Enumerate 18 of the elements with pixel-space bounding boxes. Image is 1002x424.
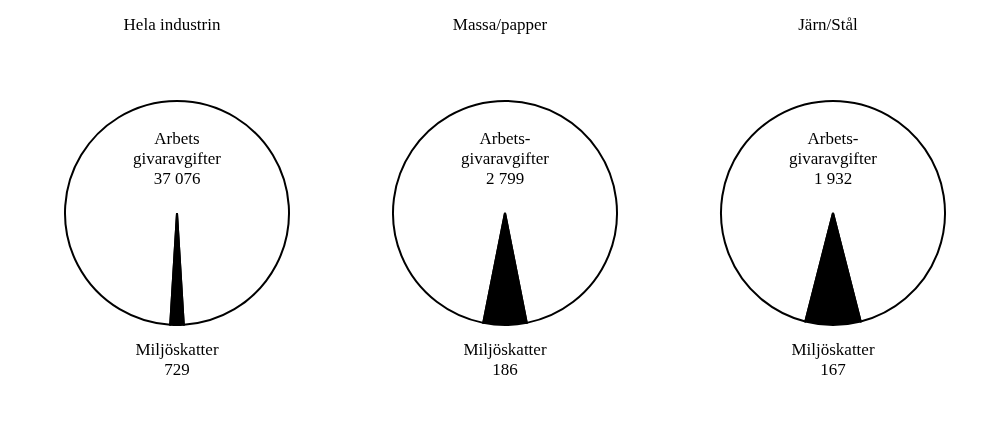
pie-slice <box>392 100 618 324</box>
data-label: 2 799 <box>485 168 525 188</box>
slice-label: Miljöskatter <box>791 340 875 359</box>
pie-slice <box>64 100 290 326</box>
chart-title: Hela industrin <box>123 15 221 34</box>
data-label: 167 <box>820 360 847 379</box>
slice-label: Arbets- givaravgifter <box>789 128 878 168</box>
slice-label: Miljöskatter <box>135 340 219 359</box>
slice-label: Miljöskatter <box>463 340 547 359</box>
slice-label: Arbets givaravgifter <box>133 128 222 168</box>
slice-label: Arbets- givaravgifter <box>461 128 550 168</box>
data-label: 729 <box>164 360 190 379</box>
chart-title: Massa/papper <box>452 15 548 34</box>
pie-slice <box>720 100 946 323</box>
data-label: 1 932 <box>813 168 853 188</box>
data-label: 186 <box>492 360 518 379</box>
chart-title: Järn/Stål <box>798 15 859 34</box>
data-label: 37 076 <box>153 168 201 188</box>
